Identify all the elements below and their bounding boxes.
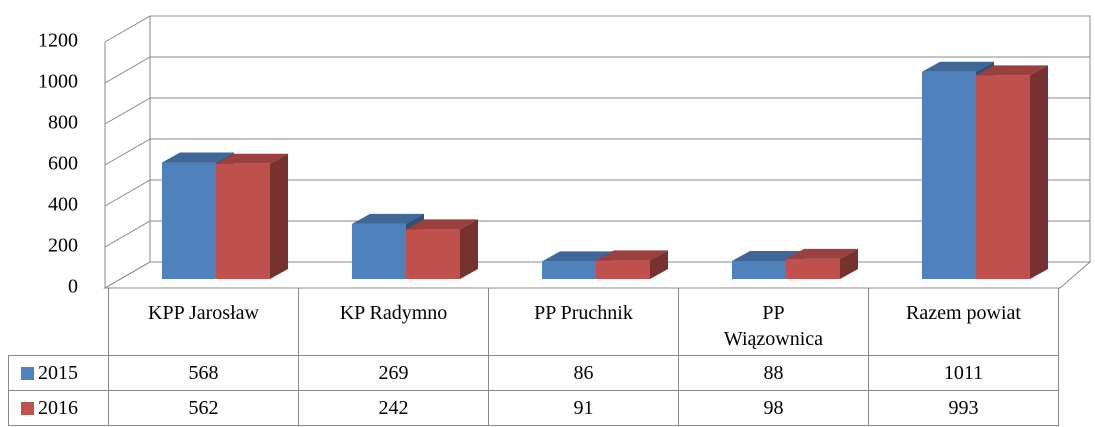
y-tick-label: 0	[68, 276, 78, 298]
category-cell: KPP Jarosław	[108, 288, 299, 356]
bar-side	[460, 219, 478, 279]
category-cell: KP Radymno	[298, 288, 489, 356]
y-tick-label: 1000	[38, 71, 78, 93]
value-cell: 98	[678, 390, 869, 426]
legend-swatch	[21, 367, 34, 380]
bar-front	[922, 71, 976, 280]
grid-line	[104, 97, 1090, 125]
grid-line	[104, 138, 1090, 166]
bar-top	[732, 250, 804, 261]
legend-label: 2015	[38, 362, 78, 384]
bar-top	[406, 219, 478, 230]
bar	[216, 153, 288, 279]
legend-swatch	[21, 402, 34, 415]
bar-top	[542, 251, 614, 262]
bar-side	[650, 250, 668, 279]
y-tick-label: 1200	[38, 30, 78, 52]
value-cell: 1011	[868, 355, 1059, 391]
x-tick-label: KPP Jarosław	[148, 302, 259, 324]
y-tick-label: 200	[48, 235, 78, 257]
x-tick-label: KP Radymno	[339, 302, 448, 324]
x-tick-label: PP Pruchnik	[534, 302, 633, 324]
bar	[596, 250, 668, 279]
bar	[976, 65, 1048, 279]
bar-front	[596, 260, 650, 279]
bar-side	[1030, 65, 1048, 279]
legend-label: 2016	[38, 397, 78, 419]
grid-line	[104, 179, 1090, 207]
legend-cell: 2016	[8, 390, 109, 426]
x-tick-label: PP Wiązownica	[723, 302, 824, 350]
value-cell: 88	[678, 355, 869, 391]
bar-front	[162, 162, 216, 279]
grid-line	[104, 220, 1090, 248]
x-tick-label: Razem powiat	[906, 302, 1021, 324]
value-cell: 562	[108, 390, 299, 426]
bar-top	[976, 65, 1048, 76]
value-cell: 269	[298, 355, 489, 391]
bar-front	[352, 223, 406, 279]
bar-front	[216, 163, 270, 279]
value-cell: 242	[298, 390, 489, 426]
bar-front	[542, 261, 596, 279]
bar-front	[732, 260, 786, 279]
bar-top	[922, 61, 994, 72]
bar-top	[216, 153, 288, 164]
y-tick-label: 600	[48, 153, 78, 175]
y-tick-label: 800	[48, 112, 78, 134]
y-tick-label: 400	[48, 194, 78, 216]
value-cell: 568	[108, 355, 299, 391]
value-cell: 993	[868, 390, 1059, 426]
value-cell: 86	[488, 355, 679, 391]
category-cell: Razem powiat	[868, 288, 1059, 356]
grid-line	[104, 56, 1090, 84]
bar-side	[270, 153, 288, 279]
value-cell: 91	[488, 390, 679, 426]
bar-side	[840, 248, 858, 279]
category-cell: PP Wiązownica	[678, 288, 869, 356]
legend-cell: 2015	[8, 355, 109, 391]
category-cell: PP Pruchnik	[488, 288, 679, 356]
bar-top	[162, 152, 234, 163]
bar-top	[596, 250, 668, 261]
bar-front	[406, 229, 460, 279]
bar-front	[976, 75, 1030, 279]
bar	[406, 219, 478, 279]
bar	[786, 248, 858, 279]
bar-top	[352, 213, 424, 224]
grid-line	[104, 15, 1090, 43]
bar-front	[786, 258, 840, 279]
bar-top	[786, 248, 858, 259]
